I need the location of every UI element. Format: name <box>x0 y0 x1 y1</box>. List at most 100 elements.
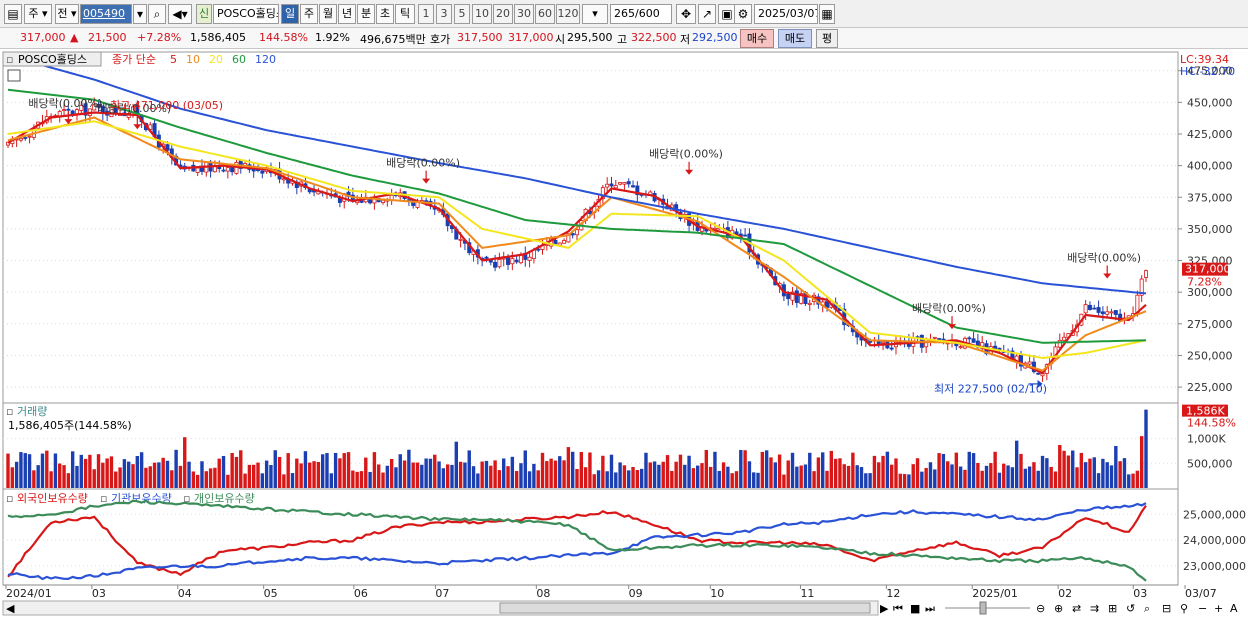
volume-bar <box>325 453 329 488</box>
zoom-slider-handle[interactable] <box>979 601 987 615</box>
volume-bar <box>536 470 540 488</box>
volume-bar <box>247 464 252 488</box>
volume-bar <box>872 455 877 488</box>
volume-bar <box>674 461 678 488</box>
speaker-icon[interactable]: ◀▾ <box>168 4 192 24</box>
period-second[interactable]: 초 <box>376 4 394 24</box>
interval-5[interactable]: 5 <box>454 4 470 24</box>
sell-button[interactable]: 매도 <box>778 29 812 48</box>
buy-button[interactable]: 매수 <box>740 29 774 48</box>
volume-bar <box>760 451 765 488</box>
interval-60[interactable]: 60 <box>535 4 555 24</box>
volume-bar <box>532 463 536 488</box>
date-input[interactable]: 2025/03/07 <box>754 4 818 24</box>
candle-body <box>23 137 28 139</box>
tool-icon-4[interactable]: ⇉ <box>1090 602 1099 615</box>
rewind-icon[interactable]: ⏮ <box>893 602 903 615</box>
period-tick[interactable]: 틱 <box>395 4 415 24</box>
scroll-left-icon[interactable]: ◀ <box>6 602 15 615</box>
volume-bar <box>1058 444 1062 488</box>
stock-chart[interactable]: 475,000 450,000 425,000 400,000 375,000 350,0… <box>0 49 1248 621</box>
volume-bar <box>75 465 79 488</box>
chevron-down-icon[interactable]: ▾ <box>133 4 147 24</box>
volume-bar <box>1088 458 1092 488</box>
volume-bar <box>618 462 622 488</box>
tool-icon-2[interactable]: ⊕ <box>1054 602 1063 615</box>
tool-icon-6[interactable]: ↺ <box>1126 602 1135 615</box>
period-day[interactable]: 일 <box>281 4 299 24</box>
volume-bar <box>454 441 459 488</box>
tool-icon-5[interactable]: ⊞ <box>1108 602 1117 615</box>
interval-dropdown[interactable]: ▾ <box>582 4 608 24</box>
volume-bar <box>549 458 553 488</box>
period-month[interactable]: 월 <box>319 4 337 24</box>
stock-name-box[interactable] <box>2 51 102 67</box>
date-tick-label: 10 <box>710 587 724 600</box>
count-input[interactable]: 265/600 <box>610 4 672 24</box>
zoom-in-icon[interactable]: + <box>1214 602 1223 615</box>
chart-type-select[interactable]: 주 ▾ <box>24 4 52 24</box>
volume-bar <box>62 465 66 488</box>
forward-icon[interactable]: ⏭ <box>925 602 935 615</box>
holdings-axis: 25,000,000 24,000,000 23,000,000 <box>3 508 1246 573</box>
period-minute[interactable]: 분 <box>357 4 375 24</box>
period-week[interactable]: 주 <box>300 4 318 24</box>
volume-bar <box>605 471 609 488</box>
volume-bar <box>14 461 19 488</box>
candle-body <box>458 238 463 241</box>
zoom-out-icon[interactable]: − <box>1198 602 1207 615</box>
interval-10[interactable]: 10 <box>472 4 492 24</box>
scrollbar-thumb[interactable] <box>499 602 871 614</box>
volume-bar <box>1114 446 1118 488</box>
font-size-icon[interactable]: A <box>1230 602 1238 615</box>
chart-type2-select[interactable]: 전 ▾ <box>55 4 79 24</box>
evaluate-button[interactable]: 평 <box>816 29 838 48</box>
scroll-right-icon[interactable]: ▶ <box>880 602 889 615</box>
tool-icon-3[interactable]: ⇄ <box>1072 602 1081 615</box>
grid-tool-icon[interactable]: ✥ <box>676 4 696 24</box>
interval-120[interactable]: 120 <box>556 4 580 24</box>
price-tick-label: 275,000 <box>1187 318 1233 331</box>
count-value: 265 <box>614 7 635 20</box>
stop-icon[interactable]: ■ <box>910 602 920 615</box>
calendar-icon[interactable]: ▦ <box>819 4 835 24</box>
zoom-search-icon[interactable]: ⚲ <box>1180 602 1188 615</box>
candle-body <box>889 347 894 350</box>
search-icon[interactable]: ⌕ <box>148 4 166 24</box>
volume-bar <box>596 470 601 488</box>
volume-bar <box>1101 458 1105 488</box>
candle-body <box>1096 307 1101 313</box>
tool-icon-7[interactable]: ⌕ <box>1144 602 1150 615</box>
volume-bar <box>1040 455 1045 488</box>
stock-code-input[interactable]: 005490 <box>80 4 132 24</box>
volume-bar <box>1023 468 1028 488</box>
holdings-legend-0: 외국인보유수량 <box>17 492 88 505</box>
layout-icon[interactable]: ▤ <box>4 4 22 24</box>
candle-body <box>1083 304 1088 314</box>
candle-body <box>79 104 84 111</box>
table-icon[interactable] <box>7 69 21 82</box>
volume-bar <box>743 450 747 488</box>
tool-icon-1[interactable]: ⊖ <box>1036 602 1045 615</box>
volume-bar <box>846 465 851 488</box>
volume-bar <box>756 472 760 488</box>
stock-name-field[interactable]: POSCO홀딩스 <box>213 4 279 24</box>
period-year[interactable]: 년 <box>338 4 356 24</box>
price-tick-label: 300,000 <box>1187 286 1233 299</box>
interval-30[interactable]: 30 <box>514 4 534 24</box>
volume-bar <box>10 467 15 488</box>
volume-bar <box>96 454 101 488</box>
candle-body <box>794 290 799 303</box>
gear-icon[interactable]: ⚙ <box>734 4 752 24</box>
volume-bar <box>19 452 23 488</box>
interval-20[interactable]: 20 <box>493 4 513 24</box>
candle-body <box>635 185 640 196</box>
tool-icon-8[interactable]: ⊟ <box>1162 602 1171 615</box>
draw-tool-icon[interactable]: ↗ <box>698 4 716 24</box>
interval-3[interactable]: 3 <box>436 4 452 24</box>
change-arrow: ▲ <box>70 31 79 44</box>
moving-averages <box>7 54 1147 375</box>
volume-bar <box>1075 467 1079 488</box>
interval-1[interactable]: 1 <box>418 4 434 24</box>
volume-bar <box>825 470 829 488</box>
